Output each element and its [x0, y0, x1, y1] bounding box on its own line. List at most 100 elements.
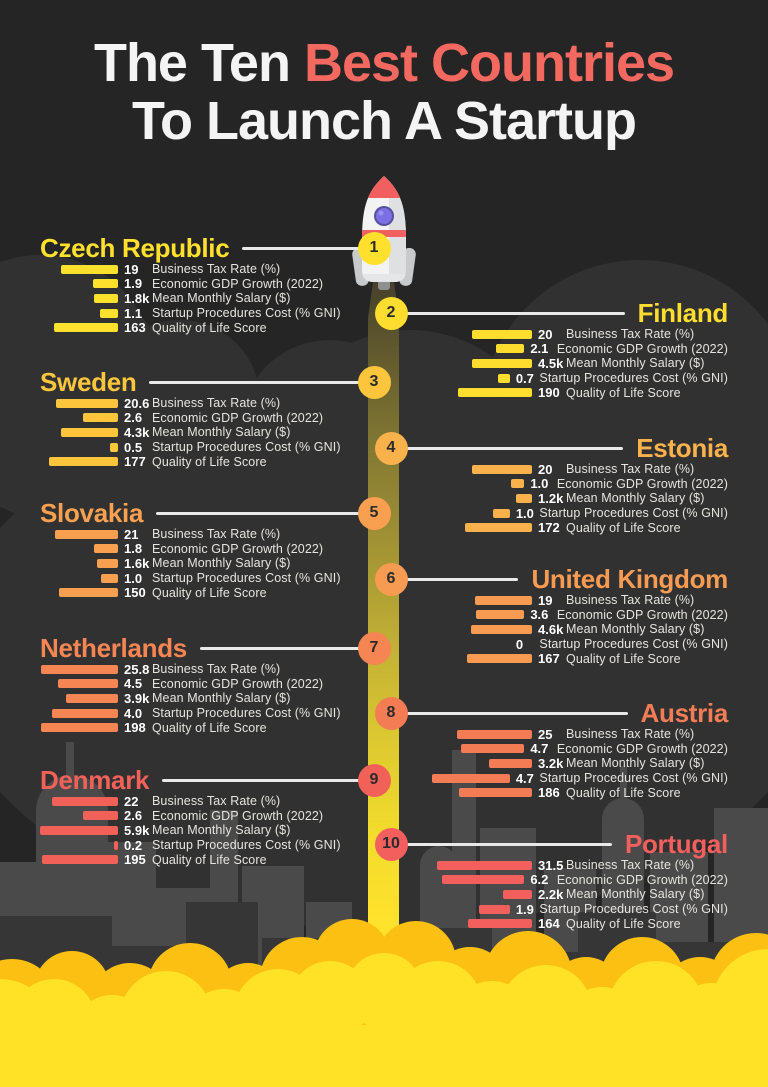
country-name: Austria	[640, 697, 729, 728]
metric-rows: 20 Business Tax Rate (%) 1.0 Economic GDP G…	[391, 462, 728, 535]
metric-bar-cell	[40, 679, 118, 689]
metric-label: Economic GDP Growth (2022)	[152, 676, 324, 691]
country-header: Finland	[391, 294, 728, 332]
metric-bar-cell	[40, 544, 118, 554]
country-name: Slovakia	[40, 497, 144, 528]
metric-bar-cell	[391, 595, 532, 605]
metric-bar-cell	[40, 457, 118, 467]
metric-bar-cell	[391, 388, 532, 398]
metric-row: 0.7 Startup Procedures Cost (% GNI)	[391, 371, 728, 386]
title-line2: To Launch A Startup	[132, 91, 637, 151]
metric-value: 1.1	[124, 305, 143, 321]
metric-bar-cell	[40, 840, 118, 850]
metric-value: 1.0	[530, 476, 549, 492]
metric-row: 1.6k Mean Monthly Salary ($)	[40, 556, 374, 571]
country-name: Finland	[637, 297, 729, 328]
metric-value: 1.0	[515, 505, 534, 521]
country-block: Slovakia 21 Business Tax Rate (%) 1.8 Econo…	[40, 494, 374, 600]
metric-row: 1.2k Mean Monthly Salary ($)	[391, 491, 728, 506]
metric-label: Mean Monthly Salary ($)	[566, 756, 705, 771]
metric-bar	[442, 875, 525, 885]
metric-row: 4.6k Mean Monthly Salary ($)	[391, 622, 728, 637]
metric-row: 1.8k Mean Monthly Salary ($)	[40, 291, 374, 306]
metric-value: 1.8k	[124, 290, 150, 306]
metric-value: 1.2k	[538, 490, 564, 506]
metric-row: 20 Business Tax Rate (%)	[391, 462, 728, 477]
metric-label: Business Tax Rate (%)	[152, 396, 281, 411]
metric-value: 25.8	[124, 661, 150, 677]
metric-bar-cell	[391, 919, 532, 929]
metric-bar	[49, 457, 118, 467]
metric-bar	[472, 329, 532, 339]
metric-bar-cell	[40, 723, 118, 733]
metric-bar	[59, 588, 118, 598]
country-name: Estonia	[636, 432, 728, 463]
metric-bar	[101, 573, 118, 583]
metric-value: 19	[124, 261, 139, 277]
metric-value: 4.3k	[124, 424, 150, 440]
metric-bar	[83, 413, 118, 423]
metric-row: 3.9k Mean Monthly Salary ($)	[40, 691, 374, 706]
metric-label: Startup Procedures Cost (% GNI)	[539, 371, 728, 386]
metric-value: 4.7	[515, 770, 534, 786]
metric-bar	[476, 610, 525, 620]
metric-bar-cell	[391, 729, 532, 739]
rank-badge: 7	[357, 631, 391, 665]
metric-row: 190 Quality of Life Score	[391, 385, 728, 400]
metric-bar	[458, 388, 532, 398]
metric-label: Business Tax Rate (%)	[566, 327, 695, 342]
metric-bar-cell	[40, 264, 118, 274]
metric-value: 186	[538, 785, 560, 801]
metric-row: 4.7 Startup Procedures Cost (% GNI)	[391, 771, 728, 786]
metric-row: 2.1 Economic GDP Growth (2022)	[391, 341, 728, 356]
metric-bar-cell	[391, 610, 525, 620]
metric-bar	[54, 323, 118, 333]
title-line1-accent: Best Countries	[303, 33, 675, 93]
metric-value: 1.0	[124, 570, 143, 586]
metric-value: 0.2	[124, 837, 143, 853]
metric-label: Business Tax Rate (%)	[152, 794, 281, 809]
metric-value: 22	[124, 793, 139, 809]
metric-label: Mean Monthly Salary ($)	[152, 823, 291, 838]
metric-row: 3.6 Economic GDP Growth (2022)	[391, 607, 728, 622]
rank-badge: 8	[374, 696, 408, 730]
title-line1-white: The Ten	[93, 33, 291, 93]
rank-badge: 3	[357, 365, 391, 399]
country-block: Netherlands 25.8 Business Tax Rate (%) 4.5…	[40, 629, 374, 735]
metric-bar-cell	[40, 693, 118, 703]
metric-label: Quality of Life Score	[152, 320, 267, 335]
metric-rows: 25.8 Business Tax Rate (%) 4.5 Economic GDP…	[40, 662, 374, 735]
metric-bar	[459, 788, 532, 798]
connector-line	[156, 511, 374, 515]
metric-bar	[93, 279, 118, 289]
metric-value: 3.2k	[538, 755, 564, 771]
metric-value: 163	[124, 320, 146, 336]
metric-label: Mean Monthly Salary ($)	[152, 556, 291, 571]
metric-row: 2.6 Economic GDP Growth (2022)	[40, 808, 374, 823]
metric-rows: 20.6 Business Tax Rate (%) 2.6 Economic GDP…	[40, 396, 374, 469]
metric-bar-cell	[391, 344, 525, 354]
country-name: Netherlands	[40, 632, 187, 663]
metric-row: 1.9 Startup Procedures Cost (% GNI)	[391, 902, 728, 917]
metric-bar	[110, 442, 118, 452]
metric-label: Quality of Life Score	[152, 585, 267, 600]
metric-value: 190	[538, 385, 560, 401]
metric-rows: 21 Business Tax Rate (%) 1.8 Economic GDP G…	[40, 527, 374, 600]
metric-row: 198 Quality of Life Score	[40, 720, 374, 735]
metric-value: 4.5	[124, 676, 143, 692]
metric-label: Economic GDP Growth (2022)	[152, 541, 324, 556]
metric-row: 2.6 Economic GDP Growth (2022)	[40, 410, 374, 425]
connector-line	[199, 646, 374, 650]
metric-label: Economic GDP Growth (2022)	[152, 808, 324, 823]
country-header: Austria	[391, 694, 728, 732]
connector-line	[149, 380, 374, 384]
metric-bar	[42, 855, 118, 865]
metric-row: 6.2 Economic GDP Growth (2022)	[391, 872, 728, 887]
metric-row: 4.5 Economic GDP Growth (2022)	[40, 676, 374, 692]
metric-value: 167	[538, 651, 560, 667]
metric-label: Mean Monthly Salary ($)	[566, 491, 705, 506]
metric-row: 0.2 Startup Procedures Cost (% GNI)	[40, 838, 374, 853]
metric-label: Quality of Life Score	[566, 520, 681, 535]
metric-label: Startup Procedures Cost (% GNI)	[152, 838, 341, 853]
